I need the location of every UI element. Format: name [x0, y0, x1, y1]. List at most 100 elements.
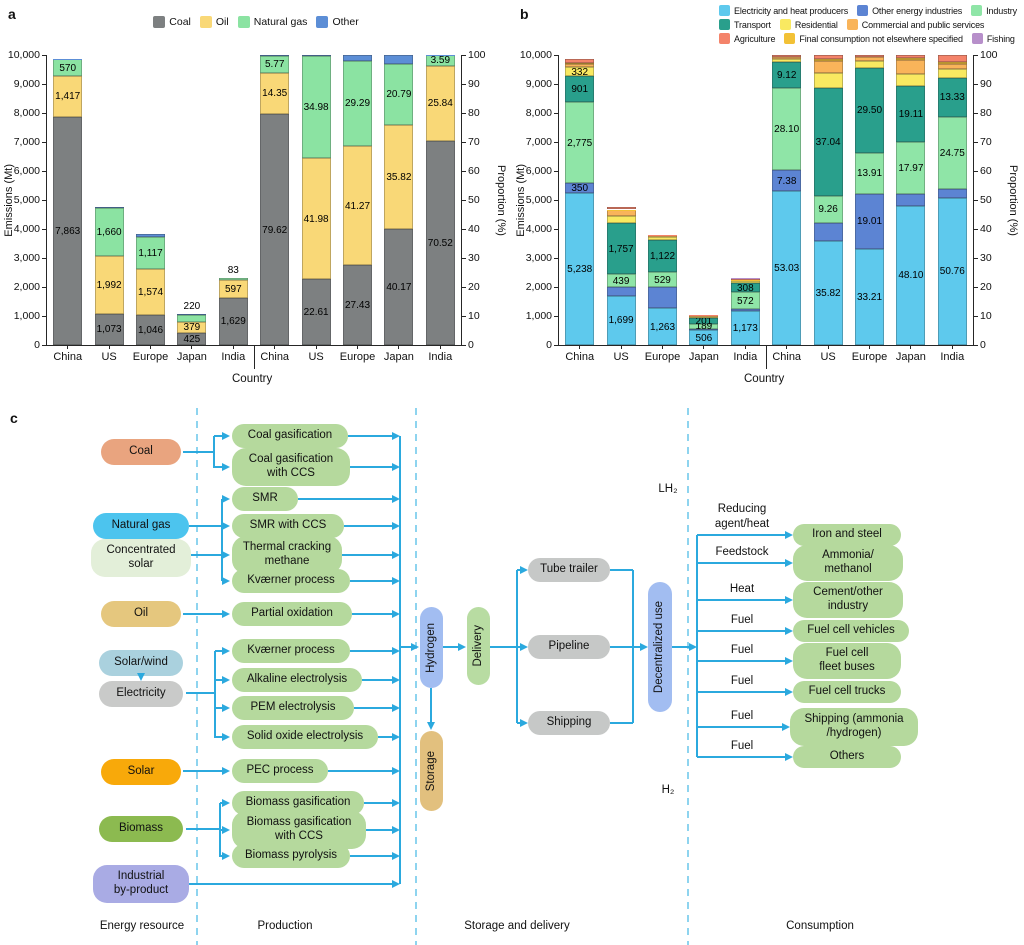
x-axis-tick-label: Europe: [132, 351, 169, 363]
x-axis-tick-label: China: [53, 351, 83, 363]
x-axis-tick-label: Japan: [895, 351, 926, 363]
bar-segment: [937, 78, 967, 117]
flow-line: [214, 435, 224, 437]
y-axis-tick-label-right: 90: [468, 78, 480, 90]
legend-label: Fishing: [986, 33, 1015, 44]
legend: Coal Oil Natural gas Other: [0, 16, 512, 28]
flow-line: [362, 679, 392, 681]
y-axis-tick-label-left: 3,000: [525, 252, 552, 264]
legend-item: Electricity and heat producers: [719, 5, 848, 16]
flow-line: [610, 569, 633, 571]
bar-segment: [730, 281, 760, 284]
flow-line: [186, 692, 215, 694]
transport-shipping: Shipping: [528, 711, 610, 735]
flow-line: [215, 650, 222, 652]
transport-tube-trailer: Tube trailer: [528, 558, 610, 582]
flow-line: [328, 770, 392, 772]
bar-segment: [648, 272, 677, 288]
bar-value-label: 1,263: [649, 321, 676, 333]
x-tick-mark: [232, 345, 234, 349]
bar-value-label: 3.59: [430, 55, 451, 67]
process-pem-electrolysis: PEM electrolysis: [232, 696, 354, 720]
consumption-5: Fuel cell fleet buses: [793, 643, 901, 679]
legend-swatch: [784, 33, 796, 44]
x-axis-tick-label: Japan: [176, 351, 207, 363]
bar-value-label: 20.79: [386, 89, 412, 101]
y-axis-tick-label-right: 30: [980, 252, 992, 264]
bar-left-china: 5,238 350 2,775 901 332: [565, 58, 595, 345]
bar-segment: [260, 72, 290, 115]
arrowhead-right-icon: [458, 642, 466, 651]
y-axis-tick-label-right: 70: [980, 136, 992, 148]
bar-value-label: 83: [227, 265, 239, 277]
flow-line: [430, 688, 432, 723]
bar-segment: [896, 141, 926, 194]
bar-segment: [855, 193, 884, 249]
flow-line: [215, 736, 222, 738]
bar-left-japan: 425 379 220: [177, 301, 207, 345]
bar-segment: [730, 283, 760, 293]
bar-segment: [94, 313, 124, 345]
bar-segment: [772, 88, 802, 170]
bar-value-label: 17.97: [898, 162, 924, 174]
arrowhead-right-icon: [520, 565, 528, 574]
section-divider-dashed-line: [415, 408, 417, 945]
process-biomass-gasification-ccs: Biomass gasification with CCS: [232, 811, 366, 849]
y-axis-tick-label-right: 80: [468, 107, 480, 119]
delivery-node: Delivery: [467, 607, 490, 685]
bar-value-label: 1,574: [137, 286, 164, 298]
arrowhead-right-icon: [222, 431, 230, 440]
arrowhead-right-icon: [222, 675, 230, 684]
flow-label-8: Fuel: [730, 739, 754, 752]
y-tick-mark: [462, 170, 466, 172]
bar-value-label: 13.91: [856, 168, 883, 180]
y-axis-tick-label-left: 2,000: [525, 281, 552, 293]
y-axis-tick-label-left: 0: [546, 339, 552, 351]
decentralized-use-node: Decentralized use: [648, 582, 672, 712]
bar-value-label: 379: [183, 322, 201, 334]
bar-segment: [343, 145, 372, 266]
consumption-1: Iron and steel: [793, 524, 901, 546]
y-tick-mark: [42, 54, 46, 56]
process-kvaerner-process-1: Kværner process: [232, 569, 350, 593]
section-label-consumption: Consumption: [786, 920, 854, 932]
bar-segment: [855, 153, 884, 194]
bar-value-label: 24.75: [939, 147, 965, 159]
y-axis-tick-label-right: 80: [980, 107, 992, 119]
y-axis-tick-label-left: 7,000: [525, 136, 552, 148]
bar-segment: [689, 317, 719, 324]
legend-item: Oil: [199, 16, 229, 28]
x-tick-mark: [67, 345, 69, 349]
arrowhead-right-icon: [392, 646, 400, 655]
y-tick-mark: [462, 228, 466, 230]
flow-line: [183, 613, 222, 615]
bar-segment: [384, 55, 414, 65]
y-axis-tick-label-right: 10: [980, 310, 992, 322]
flow-line: [517, 722, 521, 724]
arrowhead-right-icon: [392, 851, 400, 860]
x-axis-title: Country: [232, 373, 273, 385]
bar-value-label: 19.01: [856, 216, 883, 228]
bar-right-india: 50.76 24.75 13.33: [937, 55, 967, 345]
flow-label-6: Fuel: [730, 674, 754, 687]
flow-line: [354, 707, 392, 709]
bar-left-us: 1,073 1,992 1,660: [94, 207, 124, 345]
x-axis-tick-label: India: [733, 351, 758, 363]
consumption-4: Fuel cell vehicles: [793, 620, 909, 642]
legend-row: Transport Residential Commercial and publi…: [719, 19, 984, 30]
legend-swatch: [719, 33, 730, 44]
y-tick-mark: [554, 54, 558, 56]
bar-right-us: 35.82 9.26 37.04: [813, 55, 843, 345]
bar-segment: [813, 195, 843, 223]
y-axis-tick-label-left: 9,000: [525, 78, 552, 90]
bar-segment: [855, 56, 884, 61]
storage-node: Storage: [420, 731, 443, 811]
y-tick-mark: [42, 315, 46, 317]
legend-label: Coal: [169, 16, 191, 28]
y-axis-tick-label-right: 50: [980, 194, 992, 206]
y-axis-tick-label-right: 0: [468, 339, 474, 351]
bar-segment: [136, 236, 165, 270]
bar-segment: [260, 55, 290, 56]
x-axis-tick-label: China: [260, 351, 290, 363]
flow-line: [183, 770, 222, 772]
